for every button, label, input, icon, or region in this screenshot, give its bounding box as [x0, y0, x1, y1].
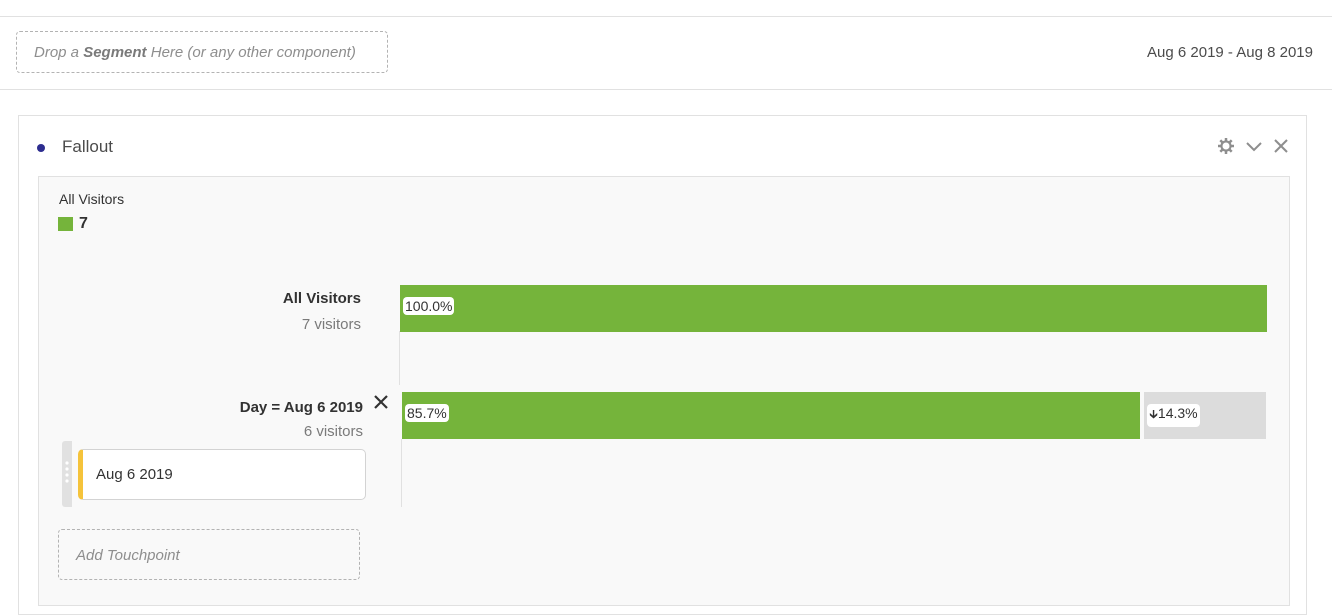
legend-value: 7 — [79, 215, 88, 232]
step-divider — [401, 439, 402, 507]
step-label: Day = Aug 6 2019 — [239, 399, 363, 416]
step-count: 7 visitors — [301, 316, 361, 333]
top-divider — [0, 16, 1332, 17]
panel-title[interactable]: Fallout — [62, 137, 114, 156]
remove-step-icon[interactable] — [372, 393, 390, 411]
drop-zone-text-suffix: Here (or any other component) — [146, 44, 356, 61]
panel-dot-icon — [37, 144, 45, 152]
gear-icon[interactable] — [1216, 136, 1236, 156]
fallout-percent-label: 14.3% — [1157, 405, 1198, 421]
touchpoint-card[interactable]: Aug 6 2019 — [78, 449, 366, 500]
step-label: All Visitors — [282, 290, 361, 307]
fallout-percent: 🡳14.3% — [1147, 404, 1200, 427]
step-bar[interactable]: 85.7% — [402, 392, 1141, 439]
step-divider — [399, 331, 400, 385]
segment-drop-zone[interactable]: Drop a Segment Here (or any other compon… — [16, 31, 388, 73]
fallout-bar[interactable]: 🡳14.3% — [1144, 392, 1266, 439]
step-percent: 100.0% — [403, 297, 455, 315]
drop-zone-bold: Segment — [83, 44, 147, 61]
close-icon[interactable] — [1271, 136, 1291, 156]
legend-label: All Visitors — [59, 191, 125, 207]
arrow-down-icon: 🡳 — [1149, 407, 1158, 421]
drag-handle[interactable] — [62, 441, 72, 507]
step-bar[interactable]: 100.0% — [400, 285, 1267, 332]
step-count: 6 visitors — [303, 423, 363, 440]
step-percent: 85.7% — [405, 404, 449, 422]
drop-zone-text: Drop a — [34, 44, 84, 61]
date-range[interactable]: Aug 6 2019 - Aug 8 2019 — [1147, 44, 1313, 61]
toolbar-divider — [0, 89, 1332, 90]
add-touchpoint-drop-zone[interactable]: Add Touchpoint — [58, 529, 360, 580]
legend-swatch — [58, 217, 73, 231]
chevron-down-icon[interactable] — [1244, 136, 1264, 156]
